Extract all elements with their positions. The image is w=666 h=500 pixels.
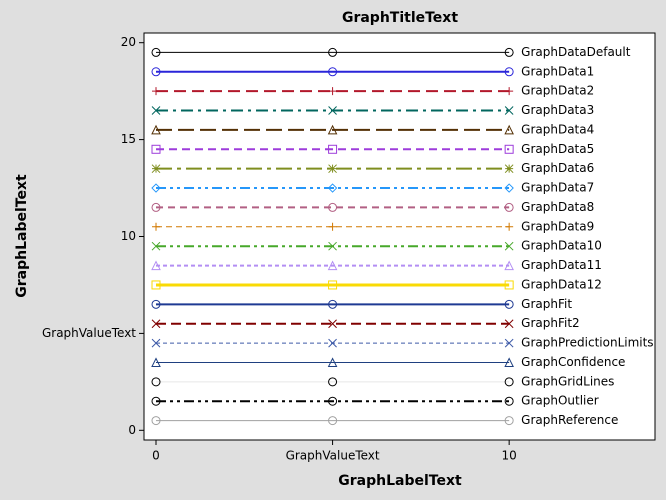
marker [504,319,514,329]
marker [504,299,514,309]
marker [151,396,161,406]
x-tick-label: 0 [152,449,160,463]
series-label: GraphData12 [521,277,602,291]
marker [504,416,514,426]
marker [151,338,161,348]
marker [327,260,338,271]
marker [151,67,161,77]
marker [328,319,337,329]
series-label: GraphData5 [521,142,594,156]
marker [504,124,514,135]
series-label: GraphData8 [521,200,594,214]
marker [327,183,338,193]
x-axis-label: GraphLabelText [338,473,462,489]
marker [504,241,514,251]
marker [151,280,161,290]
marker [504,338,514,348]
marker [151,124,161,135]
marker [328,164,337,174]
marker [151,319,161,329]
marker [328,47,338,57]
marker [151,357,161,367]
y-tick-label: 10 [121,229,136,243]
marker [328,106,337,115]
marker [328,87,337,96]
marker [151,202,161,212]
series-label: GraphData1 [521,64,594,78]
marker [151,164,161,174]
plot-area [143,32,656,441]
marker [504,164,514,174]
series-label: GraphDataDefault [521,45,631,59]
marker [151,106,161,115]
marker [327,124,338,135]
marker [151,416,161,426]
marker [151,47,161,57]
series-label: GraphData7 [521,181,594,195]
series-label: GraphOutlier [521,394,599,408]
series-label: GraphData10 [521,239,602,253]
marker [328,222,337,231]
marker [328,338,337,348]
marker [504,377,514,387]
series-label: GraphFit [521,297,572,311]
marker [504,202,514,212]
marker [151,299,161,309]
marker [151,377,161,387]
marker [504,47,514,57]
y-axis-label: GraphLabelText [14,174,30,298]
marker [328,416,338,426]
marker [328,202,338,212]
marker [328,144,338,154]
marker [328,299,338,309]
marker [504,183,514,193]
series-label: GraphPredictionLimits [521,336,653,350]
chart-title: GraphTitleText [342,10,458,26]
series-label: GraphReference [521,413,618,427]
marker [151,183,161,193]
series-label: GraphFit2 [521,316,580,330]
marker [152,222,161,231]
marker [504,357,514,367]
marker [505,87,514,96]
marker [151,260,161,271]
marker [504,280,514,290]
series-label: GraphData9 [521,219,594,233]
marker [328,377,338,387]
series-label: GraphData4 [521,122,594,136]
series-label: GraphData6 [521,161,594,175]
series-label: GraphData2 [521,84,594,98]
series-label: GraphConfidence [521,355,625,369]
marker [152,87,161,96]
y-tick-label: 0 [128,423,136,437]
marker [328,280,338,290]
x-tick-label: 10 [502,449,517,463]
y-tick-label: 15 [121,132,136,146]
series-label: GraphData3 [521,103,594,117]
marker [504,106,514,115]
marker [505,222,514,231]
marker [504,396,514,406]
series-label: GraphData11 [521,258,602,272]
y-tick-label: GraphValueText [42,326,136,340]
marker [328,241,337,251]
x-tick-label: GraphValueText [286,449,380,463]
marker [504,144,514,154]
marker [328,67,338,77]
marker [504,260,514,271]
y-tick-label: 20 [121,35,136,49]
marker [504,67,514,77]
marker [151,144,161,154]
series-label: GraphGridLines [521,374,614,388]
marker [327,357,338,367]
marker [328,396,338,406]
marker [151,241,161,251]
